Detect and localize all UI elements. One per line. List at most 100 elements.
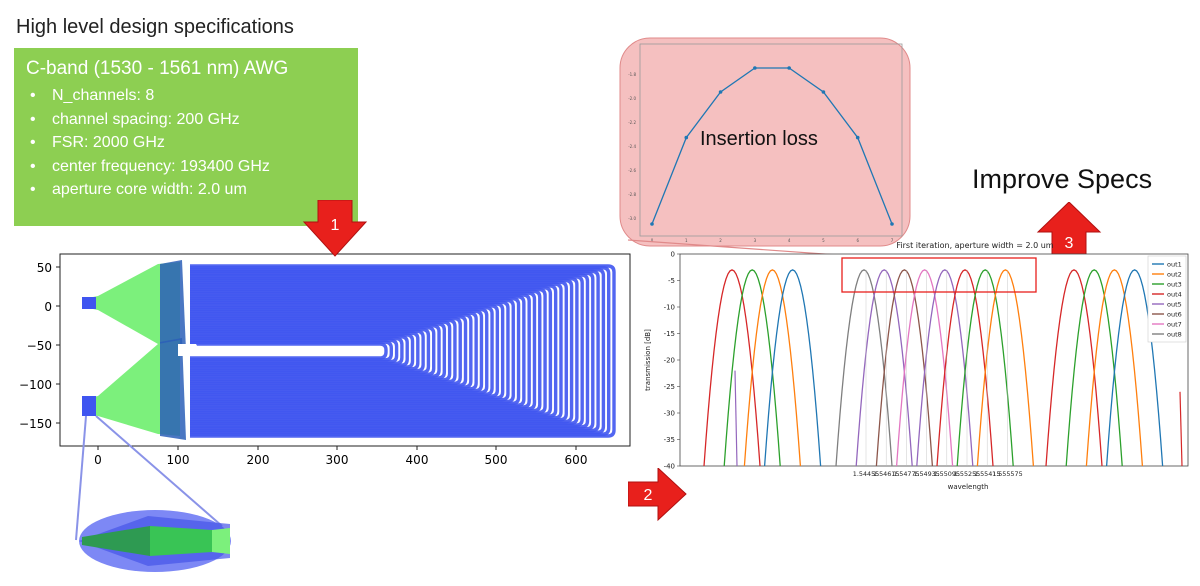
layout-x-tick: 500 xyxy=(485,453,508,467)
inset-x-ticks: 0 1 2 3 4 5 6 7 xyxy=(651,238,894,243)
step-3-label: 3 xyxy=(1065,235,1074,252)
waveguide-arm xyxy=(190,280,568,422)
channel-curve xyxy=(723,269,781,467)
channel-curve xyxy=(855,269,913,467)
chart-curves xyxy=(703,269,1183,467)
layout-y-tick: −50 xyxy=(27,339,52,353)
waveguide-arm xyxy=(190,264,616,438)
chart-x-ticks: 1.544551.546151.547751.549351.550951.552… xyxy=(853,470,1023,478)
layout-y-tick: 0 xyxy=(44,300,52,314)
step-2-arrow: 2 xyxy=(628,468,687,522)
waveguide-arm xyxy=(190,342,388,360)
channel-curve xyxy=(976,269,1035,467)
insertion-loss-inset: -1.8 -2.0 -2.2 -2.4 -2.6 -2.8 -3.0 0 1 2 3 4 5 6 7 xyxy=(619,37,911,268)
waveguide-arm xyxy=(190,316,462,386)
inset-x-tick: 1 xyxy=(685,238,688,243)
insertion-loss-point xyxy=(855,135,860,140)
channel-curve xyxy=(936,269,994,467)
waveguide-arm xyxy=(190,286,553,416)
waveguide-arm xyxy=(190,338,399,364)
step-2-label: 2 xyxy=(644,487,653,504)
layout-x-tick: 100 xyxy=(167,453,190,467)
insertion-loss-points xyxy=(650,66,894,226)
waveguide-arm xyxy=(190,307,489,395)
top-slab-region xyxy=(88,262,180,346)
channel-curve xyxy=(956,269,1014,467)
waveguide-arm xyxy=(190,331,420,371)
waveguide-arm xyxy=(190,324,441,378)
layout-x-tick: 0 xyxy=(94,453,102,467)
inset-y-tick: -2.2 xyxy=(628,120,636,125)
chart-y-tick: -25 xyxy=(664,383,675,391)
layout-x-tick: 600 xyxy=(565,453,588,467)
chart-x-tick: 1.555575 xyxy=(992,470,1023,478)
insertion-loss-point xyxy=(821,90,826,94)
taper-zoom-inset xyxy=(79,510,231,572)
waveguide-arm xyxy=(190,284,558,418)
layout-y-tick: −150 xyxy=(19,417,52,431)
waveguide-arm xyxy=(190,311,478,391)
chart-y-tick: -35 xyxy=(664,436,675,444)
waveguide-arm xyxy=(190,336,404,366)
channel-curve xyxy=(895,269,954,467)
inset-connector-left xyxy=(627,239,839,256)
waveguide-arm xyxy=(190,306,494,396)
chart-x-tick: 1.55415 xyxy=(974,470,1000,478)
inset-x-tick: 6 xyxy=(856,238,859,243)
channel-curve xyxy=(916,269,974,467)
zoom-line-right xyxy=(95,415,223,527)
waveguide-array xyxy=(190,264,616,438)
spec-title: C-band (1530 - 1561 nm) AWG xyxy=(26,58,289,79)
waveguide-arm xyxy=(190,322,447,380)
inset-x-tick: 4 xyxy=(788,238,791,243)
layout-x-ticks: 0 100 200 300 400 500 600 xyxy=(94,446,587,467)
top-slab-taper xyxy=(160,260,186,350)
insertion-loss-point xyxy=(718,90,723,94)
waveguide-arm xyxy=(190,287,547,415)
waveguide-arm xyxy=(190,320,452,382)
channel-curve xyxy=(875,269,934,467)
channel-curve xyxy=(835,269,893,467)
insertion-loss-point xyxy=(684,135,689,140)
chart-y-tick: 0 xyxy=(671,251,675,259)
waveguide-arm xyxy=(190,273,590,429)
chart-title: First iteration, aperture width = 2.0 um xyxy=(896,241,1053,250)
spec-list: N_channels: 8 channel spacing: 200 GHz F… xyxy=(26,84,346,202)
inset-x-tick: 0 xyxy=(651,238,654,243)
waveguide-arm xyxy=(190,329,425,373)
waveguide-arm xyxy=(190,275,584,427)
insertion-loss-line xyxy=(651,67,893,225)
inset-y-ticks: -1.8 -2.0 -2.2 -2.4 -2.6 -2.8 -3.0 xyxy=(628,72,636,221)
channel-curve xyxy=(1045,269,1103,467)
chart-x-tick: 1.55255 xyxy=(954,470,980,478)
inset-y-tick: -2.4 xyxy=(628,144,636,149)
spec-box: C-band (1530 - 1561 nm) AWG N_channels: … xyxy=(14,48,358,226)
waveguide-arm xyxy=(190,266,611,436)
bottom-slab-taper xyxy=(160,338,186,440)
legend-entry: out1 xyxy=(1167,261,1182,269)
transmission-chart: First iteration, aperture width = 2.0 um… xyxy=(644,241,1189,491)
chart-x-label: wavelength xyxy=(948,483,989,491)
edge-curve xyxy=(734,370,738,467)
channel-curve xyxy=(703,269,761,467)
improve-specs-label: Improve Specs xyxy=(972,164,1153,194)
inset-y-tick: -3.0 xyxy=(628,216,636,221)
insertion-loss-point xyxy=(650,222,654,226)
chart-y-tick: -5 xyxy=(668,277,675,285)
waveguide-arm xyxy=(190,327,431,375)
layout-x-tick: 400 xyxy=(406,453,429,467)
chart-x-tick: 1.54455 xyxy=(853,470,879,478)
waveguide-arm xyxy=(190,302,505,400)
layout-y-tick: 50 xyxy=(37,261,52,275)
legend-entry: out5 xyxy=(1167,301,1182,309)
chart-x-tick: 1.54935 xyxy=(913,470,939,478)
waveguide-arm xyxy=(190,333,415,369)
chart-y-tick: -30 xyxy=(664,410,675,418)
waveguide-arm xyxy=(190,282,563,420)
peak-highlight-box xyxy=(841,257,1037,293)
chart-legend: out1 out2 out3 out4 out5 out6 out7 out8 xyxy=(1147,255,1187,343)
waveguide-arm xyxy=(190,315,468,387)
layout-y-tick: −100 xyxy=(19,378,52,392)
spec-item-spacing: channel spacing: 200 GHz xyxy=(26,108,346,132)
channel-curve xyxy=(763,269,822,467)
